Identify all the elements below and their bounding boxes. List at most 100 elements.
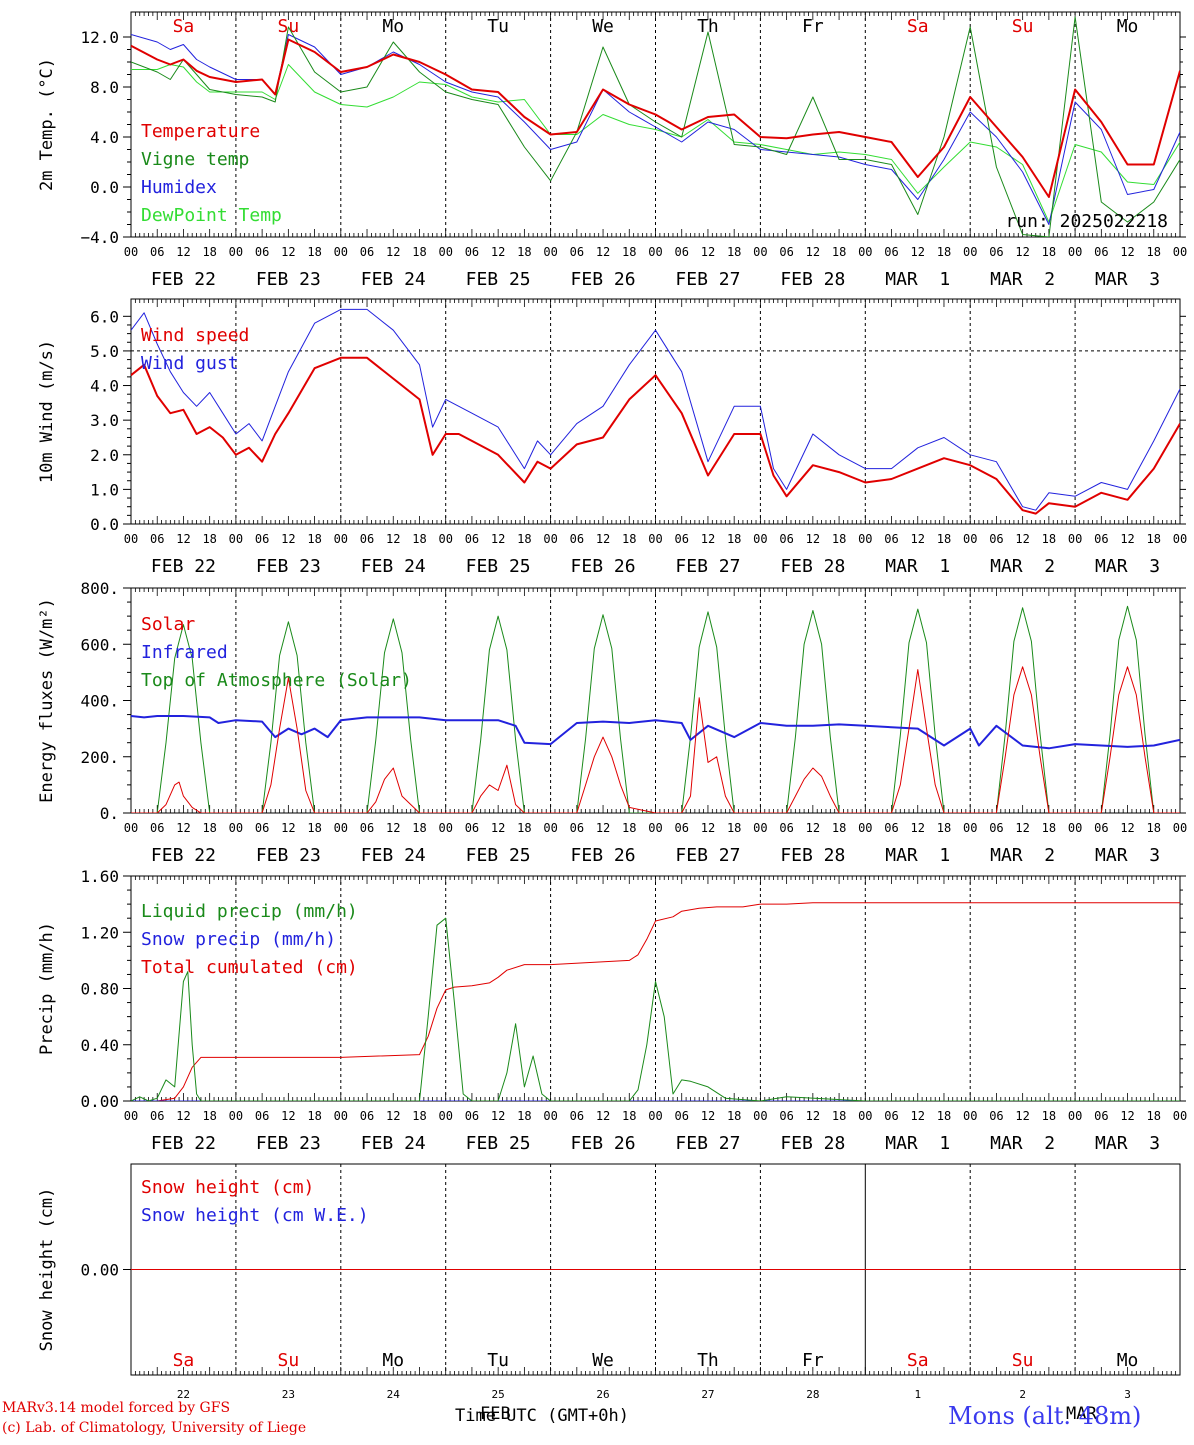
day-label: MAR 1 — [885, 845, 950, 866]
day-label: FEB 25 — [466, 269, 531, 290]
series-line-vigne-temp — [131, 16, 1180, 237]
hour-tick-label: 00 — [858, 1109, 872, 1123]
hour-tick-label: 12 — [1120, 245, 1134, 259]
hour-tick-label: 18 — [1147, 821, 1161, 835]
hour-tick-label: 00 — [648, 821, 662, 835]
time-axis-title: Time UTC (GMT+0h) — [455, 1406, 629, 1426]
hour-tick-label: 06 — [360, 1109, 374, 1123]
legend-entry: Humidex — [141, 177, 217, 198]
hour-tick-label: 06 — [884, 245, 898, 259]
hour-tick-label: 06 — [779, 532, 793, 546]
hour-tick-label: 06 — [570, 821, 584, 835]
hour-tick-label: 18 — [307, 245, 321, 259]
hour-tick-label: 12 — [806, 532, 820, 546]
series-line-wind-gust — [131, 308, 1180, 511]
hour-tick-label: 06 — [465, 821, 479, 835]
hour-tick-label: 00 — [753, 1109, 767, 1123]
y-tick-label: 6.0 — [90, 307, 119, 326]
legend-entry: Snow height (cm W.E.) — [141, 1205, 369, 1226]
y-tick-label: 1.20 — [80, 923, 119, 942]
hour-tick-label: 12 — [491, 821, 505, 835]
hour-tick-label: 18 — [517, 1109, 531, 1123]
hour-tick-label: 12 — [1015, 532, 1029, 546]
hour-tick-label: 12 — [596, 245, 610, 259]
hour-tick-label: 12 — [701, 532, 715, 546]
hour-tick-label: 06 — [255, 821, 269, 835]
hour-tick-label: 00 — [963, 532, 977, 546]
series-line-top-of-atmosphere-solar- — [131, 605, 1180, 813]
hour-tick-label: 12 — [806, 1109, 820, 1123]
hour-tick-label: 12 — [701, 821, 715, 835]
hour-tick-label: 00 — [963, 1109, 977, 1123]
hour-tick-label: 06 — [570, 532, 584, 546]
day-number-label: 26 — [596, 1388, 609, 1401]
day-label: FEB 22 — [151, 269, 216, 290]
hour-tick-label: 12 — [491, 532, 505, 546]
y-tick-label: 1.0 — [90, 480, 119, 499]
weekday-label: Sa — [907, 16, 929, 37]
legend-entry: Liquid precip (mm/h) — [141, 901, 358, 922]
legend-entry: Wind gust — [141, 353, 239, 374]
hour-tick-label: 18 — [937, 245, 951, 259]
day-label: FEB 28 — [780, 556, 845, 577]
panel-4: 0.00 0.40 0.80 1.20 1.60 Precip (mm/h) 00 06 12 1… — [37, 867, 1187, 1154]
location-label: Mons (alt. 48m) — [948, 1402, 1142, 1430]
hour-tick-label: 00 — [1173, 245, 1187, 259]
y-tick-label: 8.0 — [90, 78, 119, 97]
hour-tick-label: 12 — [911, 821, 925, 835]
day-label: FEB 24 — [361, 269, 426, 290]
weekday-label: Mo — [1117, 16, 1139, 37]
series-line-total-cumulated-cm- — [131, 902, 1180, 1101]
hour-tick-label: 06 — [884, 532, 898, 546]
y-tick-label: 0.0 — [90, 178, 119, 197]
hour-tick-label: 06 — [674, 1109, 688, 1123]
hour-tick-label: 06 — [360, 245, 374, 259]
hour-tick-label: 06 — [674, 821, 688, 835]
series-line-infrared — [131, 715, 1180, 750]
y-tick-label: 0.00 — [80, 1261, 119, 1280]
hour-tick-label: 12 — [176, 245, 190, 259]
hour-tick-label: 12 — [386, 532, 400, 546]
y-axis-label: Precip (mm/h) — [37, 922, 57, 1055]
hour-tick-label: 18 — [622, 821, 636, 835]
day-label: FEB 23 — [256, 845, 321, 866]
weekday-label: Sa — [173, 16, 195, 37]
day-number-label: 28 — [806, 1388, 819, 1401]
hour-tick-label: 18 — [622, 532, 636, 546]
day-label: MAR 3 — [1095, 845, 1160, 866]
weekday-label: Su — [1012, 1350, 1034, 1371]
hour-tick-label: 18 — [727, 821, 741, 835]
y-axis-label: 2m Temp. (°C) — [37, 58, 57, 191]
hour-tick-label: 12 — [1120, 821, 1134, 835]
legend-entry: Snow precip (mm/h) — [141, 929, 336, 950]
day-label: MAR 1 — [885, 556, 950, 577]
legend-entry: Infrared — [141, 642, 228, 663]
hour-tick-label: 06 — [1094, 1109, 1108, 1123]
day-number-label: 27 — [701, 1388, 714, 1401]
weekday-label: Fr — [802, 16, 824, 37]
hour-tick-label: 00 — [124, 1109, 138, 1123]
hour-tick-label: 00 — [543, 821, 557, 835]
y-tick-label: 0.00 — [80, 1092, 119, 1111]
hour-tick-label: 00 — [334, 245, 348, 259]
y-tick-label: 800. — [80, 579, 119, 598]
lab-credit: (c) Lab. of Climatology, University of L… — [2, 1420, 307, 1436]
series-line-liquid-precip-mm-h- — [131, 917, 1180, 1101]
hour-tick-label: 06 — [150, 532, 164, 546]
hour-tick-label: 12 — [386, 821, 400, 835]
day-number-label: 2 — [1019, 1388, 1026, 1401]
day-number-label: 25 — [492, 1388, 505, 1401]
weekday-label: Sa — [907, 1350, 929, 1371]
day-label: FEB 23 — [256, 556, 321, 577]
weekday-label: Th — [697, 16, 719, 37]
hour-tick-label: 00 — [648, 245, 662, 259]
hour-tick-label: 00 — [1068, 1109, 1082, 1123]
hour-tick-label: 18 — [307, 532, 321, 546]
legend-entry: Solar — [141, 614, 195, 635]
weekday-label: Su — [278, 1350, 300, 1371]
hour-tick-label: 00 — [229, 245, 243, 259]
hour-tick-label: 06 — [1094, 821, 1108, 835]
time-axis-overlap-label-mar: MAR — [1066, 1404, 1097, 1424]
hour-tick-label: 06 — [360, 532, 374, 546]
day-number-label: 23 — [282, 1388, 295, 1401]
